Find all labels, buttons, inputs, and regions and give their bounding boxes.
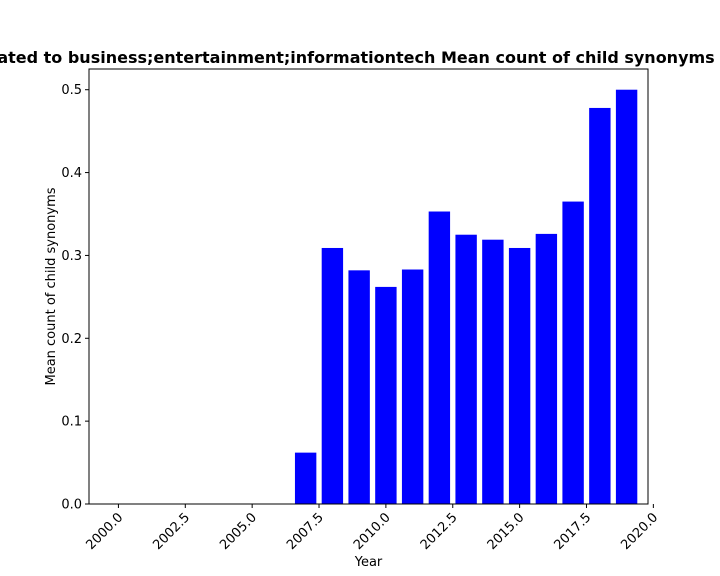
bar-2017 <box>562 201 584 504</box>
bar-2014 <box>482 239 504 504</box>
bar-2008 <box>321 247 344 504</box>
x-tick-label: 2000.0 <box>83 510 126 553</box>
x-tick-label: 2002.5 <box>150 510 193 553</box>
bar-2016 <box>535 233 558 504</box>
x-axis-label: Year <box>354 555 383 570</box>
bar-2013 <box>455 234 477 504</box>
y-tick-label: 0.4 <box>61 166 82 181</box>
plot-frame <box>88 68 649 505</box>
bar-2011 <box>401 269 424 504</box>
bar-2007 <box>294 452 317 504</box>
x-tick-label: 2020.0 <box>618 510 661 553</box>
y-tick-label: 0.0 <box>61 498 82 513</box>
x-tick-label: 2007.5 <box>284 510 327 553</box>
x-tick-label: 2005.0 <box>217 510 260 553</box>
x-tick-label: 2010.0 <box>351 510 394 553</box>
x-tick-label: 2015.0 <box>485 510 528 553</box>
bar-2015 <box>508 247 531 504</box>
y-tick-label: 0.2 <box>61 332 82 347</box>
y-tick-label: 0.1 <box>61 415 82 430</box>
x-axis-ticks: 2000.0 2002.5 2005.0 2007.5 2010.0 2012.5 2015… <box>83 504 661 553</box>
y-axis-ticks: 0.0 0.1 0.2 0.3 0.4 0.5 <box>61 83 89 513</box>
y-tick-label: 0.5 <box>61 83 82 98</box>
x-tick-label: 2012.5 <box>418 510 461 553</box>
bar-2018 <box>589 107 611 504</box>
bar-2019 <box>615 89 638 505</box>
chart-title: ated to business;entertainment;informati… <box>0 48 715 67</box>
bars <box>294 89 638 505</box>
bar-2010 <box>375 286 397 504</box>
bar-2012 <box>428 211 451 504</box>
y-tick-label: 0.3 <box>61 249 82 264</box>
plot-area: 2000.0 2002.5 2005.0 2007.5 2010.0 2012.5 2015… <box>61 68 661 553</box>
x-tick-label: 2017.5 <box>552 510 595 553</box>
bar-2009 <box>348 270 370 504</box>
y-axis-label: Mean count of child synonyms <box>44 187 59 385</box>
